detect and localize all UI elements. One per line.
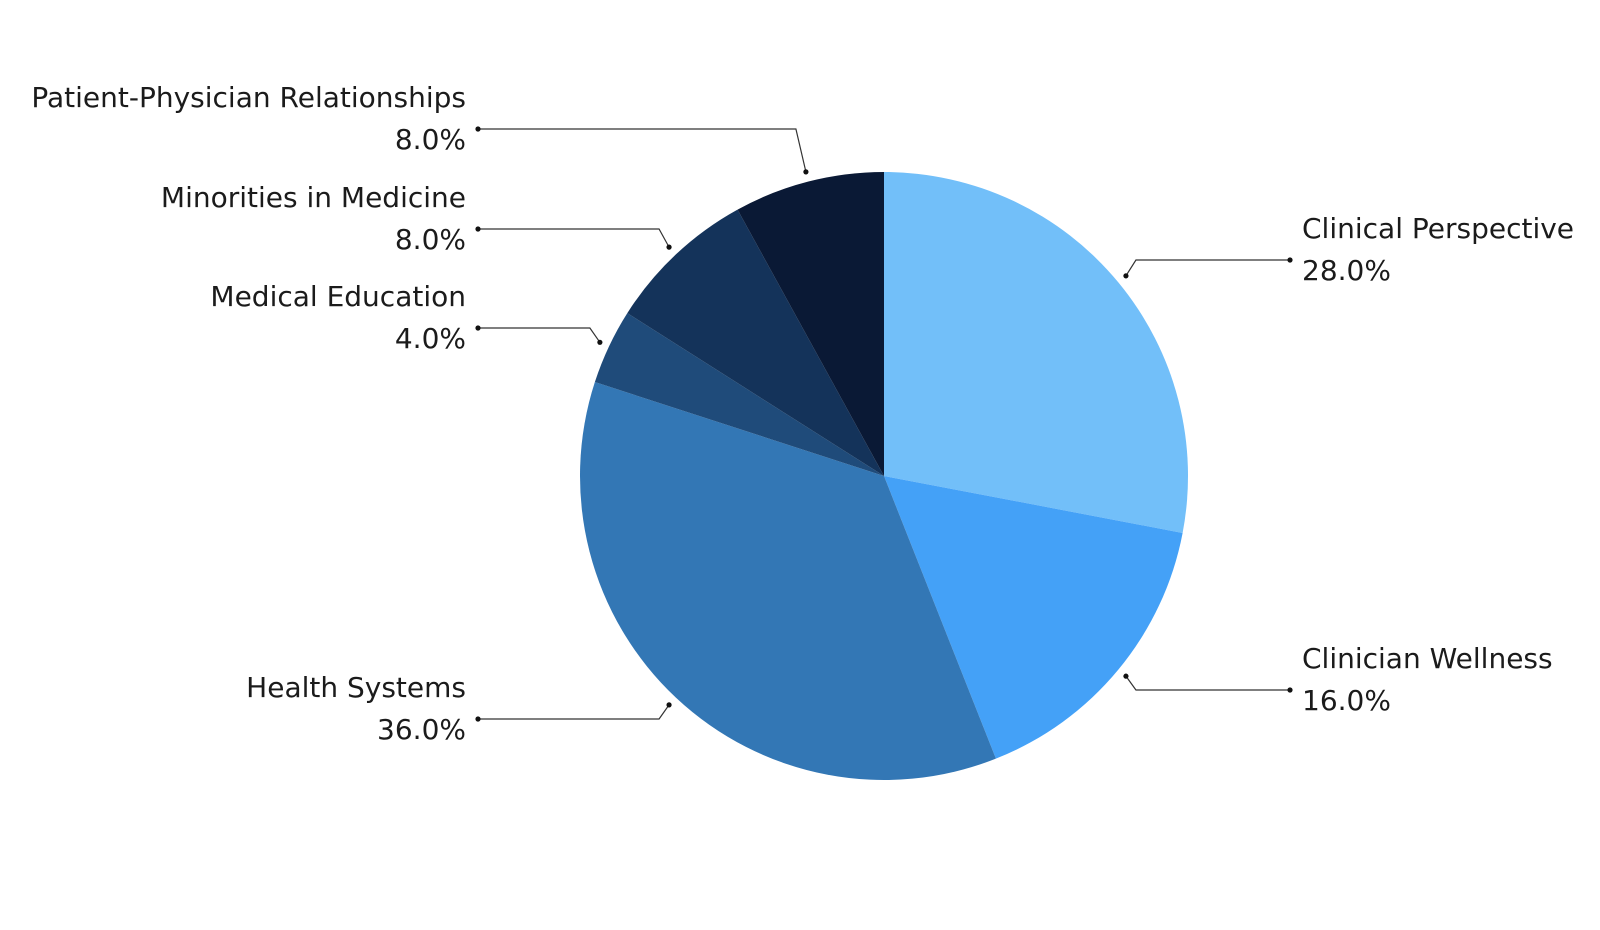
slice-label-patient-physician-relationships: Patient-Physician Relationships xyxy=(31,81,466,114)
pie-slice-minorities-in-medicine xyxy=(627,209,884,476)
leader-line-minorities-in-medicine xyxy=(478,228,670,248)
slice-label-clinical-perspective: Clinical Perspective xyxy=(1302,212,1574,245)
slice-label-medical-education: Medical Education xyxy=(210,280,466,313)
slice-label-minorities-in-medicine: Minorities in Medicine xyxy=(161,181,466,214)
slice-label-clinician-wellness: Clinician Wellness xyxy=(1302,642,1553,675)
leader-line-patient-physician-relationships xyxy=(478,128,807,173)
leader-dot-slice-health-systems xyxy=(666,702,672,708)
pie-slice-medical-education xyxy=(594,313,884,476)
slice-value-patient-physician-relationships: 8.0% xyxy=(395,123,466,156)
slice-value-clinician-wellness: 16.0% xyxy=(1302,684,1391,717)
slice-label-health-systems: Health Systems xyxy=(246,671,466,704)
leader-dot-label-clinician-wellness xyxy=(1287,687,1293,693)
pie-slice-health-systems xyxy=(580,382,996,780)
leader-dot-label-clinical-perspective xyxy=(1287,257,1293,263)
leader-dot-label-medical-education xyxy=(475,325,481,331)
leaders-layer xyxy=(475,126,1293,722)
leader-dot-label-minorities-in-medicine xyxy=(475,226,481,232)
labels-layer: Clinical Perspective 28.0% Clinician Welln… xyxy=(31,81,1574,746)
slice-value-clinical-perspective: 28.0% xyxy=(1302,254,1391,287)
pie-slice-clinical-perspective xyxy=(884,172,1188,533)
leader-dot-slice-clinical-perspective xyxy=(1123,273,1129,279)
leader-line-health-systems xyxy=(478,704,670,720)
pie-slice-patient-physician-relationships xyxy=(737,172,884,476)
slice-value-minorities-in-medicine: 8.0% xyxy=(395,223,466,256)
slice-value-medical-education: 4.0% xyxy=(395,322,466,355)
leader-dot-slice-clinician-wellness xyxy=(1123,673,1129,679)
pie-slice-clinician-wellness xyxy=(884,476,1183,759)
leader-dot-label-health-systems xyxy=(475,716,481,722)
leader-line-clinician-wellness xyxy=(1125,675,1290,691)
slice-value-health-systems: 36.0% xyxy=(377,713,466,746)
leader-dot-slice-patient-physician-relationships xyxy=(803,169,809,175)
leader-dot-slice-minorities-in-medicine xyxy=(666,244,672,250)
slices-layer xyxy=(580,172,1188,780)
leader-dot-slice-medical-education xyxy=(597,339,603,345)
leader-line-clinical-perspective xyxy=(1125,259,1290,277)
leader-dot-label-patient-physician-relationships xyxy=(475,126,481,132)
leader-line-medical-education xyxy=(478,327,601,343)
